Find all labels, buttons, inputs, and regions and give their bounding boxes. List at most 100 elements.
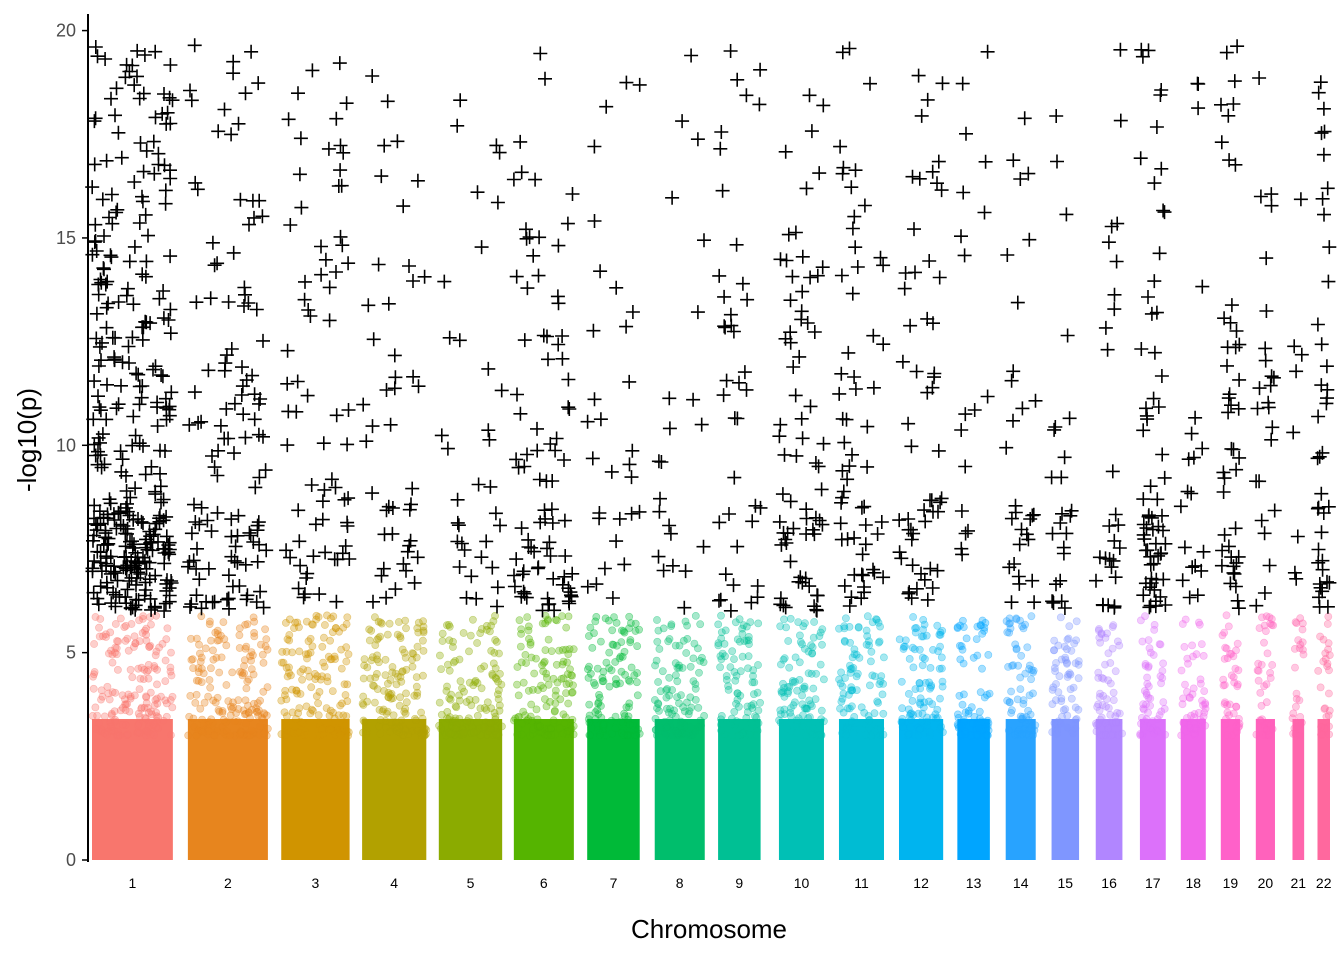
significant-marker-chr1 bbox=[163, 326, 178, 341]
significant-marker-chr17 bbox=[1150, 492, 1165, 507]
point-chr6 bbox=[533, 715, 542, 724]
significant-marker-chr17 bbox=[1143, 549, 1158, 564]
point-chr10 bbox=[804, 669, 813, 678]
point-chr9 bbox=[743, 708, 752, 716]
significant-marker-chr1 bbox=[158, 444, 172, 458]
significant-marker-chr1 bbox=[158, 391, 173, 406]
point-chr8 bbox=[696, 657, 704, 665]
point-chr2 bbox=[260, 709, 268, 718]
point-chr15 bbox=[1060, 642, 1069, 651]
significant-marker-chr4 bbox=[407, 575, 422, 590]
point-chr16 bbox=[1114, 637, 1122, 646]
point-chr2 bbox=[242, 719, 250, 728]
point-chr15 bbox=[1063, 635, 1072, 644]
point-chr12 bbox=[926, 731, 934, 740]
significant-marker-chr2 bbox=[230, 555, 245, 570]
point-chr1 bbox=[153, 699, 162, 708]
point-chr10 bbox=[812, 731, 821, 740]
significant-marker-chr1 bbox=[111, 295, 126, 309]
point-chr15 bbox=[1067, 694, 1076, 703]
point-chr1 bbox=[97, 695, 105, 704]
point-chr9 bbox=[744, 664, 752, 673]
point-chr6 bbox=[510, 716, 518, 725]
point-chr1 bbox=[107, 646, 115, 655]
point-chr10 bbox=[808, 649, 816, 658]
point-chr2 bbox=[204, 727, 213, 736]
significant-marker-chr9 bbox=[715, 183, 730, 198]
significant-marker-chr2 bbox=[238, 430, 253, 445]
point-chr10 bbox=[787, 712, 795, 721]
significant-marker-chr1 bbox=[136, 164, 151, 179]
significant-marker-chr20 bbox=[1264, 369, 1279, 384]
point-chr9 bbox=[714, 620, 723, 629]
point-chr11 bbox=[841, 674, 849, 682]
point-chr7 bbox=[600, 731, 609, 740]
point-chr3 bbox=[340, 680, 349, 689]
point-chr7 bbox=[625, 624, 633, 633]
point-chr18 bbox=[1196, 715, 1205, 724]
point-chr7 bbox=[591, 715, 600, 724]
point-chr12 bbox=[921, 679, 930, 687]
point-chr5 bbox=[480, 662, 489, 671]
significant-marker-chr8 bbox=[651, 549, 666, 564]
point-chr22 bbox=[1317, 723, 1325, 731]
point-chr10 bbox=[785, 683, 794, 691]
point-chr7 bbox=[597, 702, 605, 710]
significant-marker-chr1 bbox=[92, 339, 107, 354]
significant-marker-chr5 bbox=[490, 580, 505, 595]
point-chr3 bbox=[323, 677, 332, 686]
point-chr2 bbox=[236, 667, 244, 676]
point-chr11 bbox=[845, 724, 854, 733]
point-chr14 bbox=[1004, 663, 1012, 671]
point-chr1 bbox=[166, 731, 175, 739]
chromosome-label-8: 8 bbox=[676, 875, 684, 891]
significant-marker-chr1 bbox=[99, 575, 114, 590]
point-chr11 bbox=[847, 665, 856, 673]
point-chr16 bbox=[1097, 630, 1106, 639]
point-chr14 bbox=[1007, 709, 1015, 717]
significant-marker-chr9 bbox=[737, 365, 752, 380]
point-chr7 bbox=[597, 637, 605, 646]
point-chr5 bbox=[482, 731, 491, 739]
significant-marker-chr10 bbox=[783, 494, 798, 509]
point-chr8 bbox=[682, 649, 691, 657]
significant-marker-chr2 bbox=[207, 460, 222, 475]
point-chr8 bbox=[697, 721, 705, 730]
point-chr3 bbox=[292, 729, 301, 738]
point-chr17 bbox=[1142, 700, 1150, 709]
significant-marker-chr1 bbox=[157, 87, 171, 101]
point-chr4 bbox=[396, 673, 405, 681]
point-chr2 bbox=[243, 701, 252, 710]
point-chr16 bbox=[1103, 721, 1112, 730]
point-chr19 bbox=[1232, 722, 1241, 730]
point-chr8 bbox=[656, 723, 665, 732]
point-chr3 bbox=[338, 727, 347, 736]
point-chr2 bbox=[256, 722, 264, 731]
significant-marker-chr10 bbox=[791, 574, 806, 589]
point-chr13 bbox=[976, 621, 985, 629]
point-chr20 bbox=[1258, 731, 1267, 739]
point-chr12 bbox=[907, 709, 916, 718]
point-chr4 bbox=[397, 677, 406, 686]
significant-marker-chr1 bbox=[103, 248, 118, 263]
point-chr9 bbox=[746, 618, 755, 626]
point-chr13 bbox=[960, 718, 968, 726]
point-chr8 bbox=[695, 723, 704, 732]
significant-marker-chr17 bbox=[1141, 508, 1156, 523]
significant-marker-chr19 bbox=[1219, 45, 1234, 60]
point-chr2 bbox=[219, 618, 228, 626]
point-chr2 bbox=[247, 656, 255, 665]
point-chr2 bbox=[220, 730, 229, 738]
point-chr6 bbox=[564, 612, 573, 621]
point-chr13 bbox=[955, 691, 964, 700]
chromosome-label-11: 11 bbox=[854, 875, 869, 891]
point-chr1 bbox=[104, 727, 113, 736]
significant-marker-chr9 bbox=[723, 603, 738, 618]
significant-marker-chr1 bbox=[156, 492, 171, 507]
point-chr10 bbox=[791, 698, 799, 707]
point-chr17 bbox=[1159, 659, 1167, 668]
point-chr8 bbox=[673, 729, 681, 738]
point-chr3 bbox=[305, 672, 314, 681]
significant-marker-chr6 bbox=[511, 460, 526, 475]
significant-marker-chr6 bbox=[533, 46, 548, 61]
